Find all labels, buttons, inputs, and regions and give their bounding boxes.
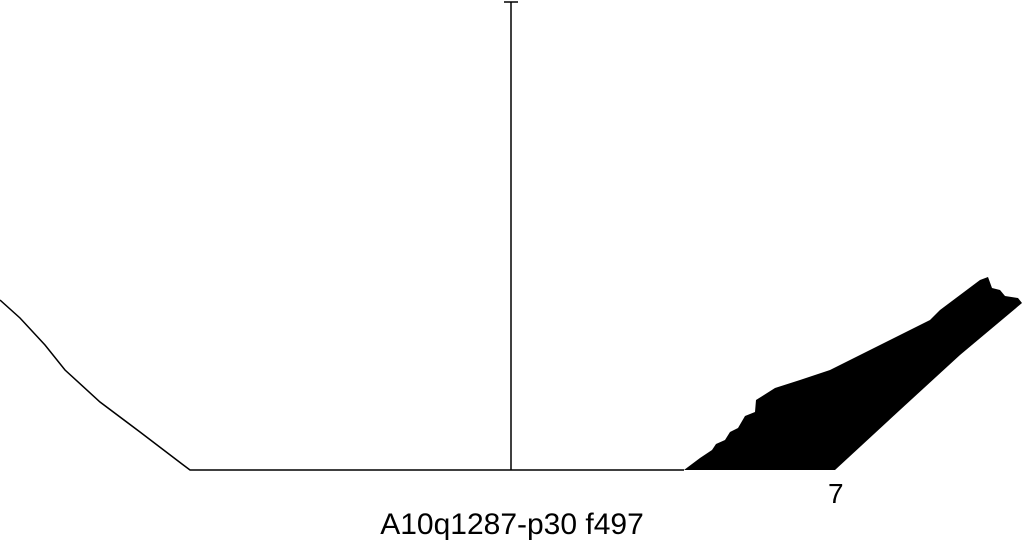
drawing-caption: A10q1287-p30 f497 bbox=[380, 508, 644, 541]
vessel-section-fill bbox=[684, 277, 1022, 470]
vessel-outer-profile-line bbox=[0, 299, 684, 471]
profile-number: 7 bbox=[828, 478, 844, 509]
